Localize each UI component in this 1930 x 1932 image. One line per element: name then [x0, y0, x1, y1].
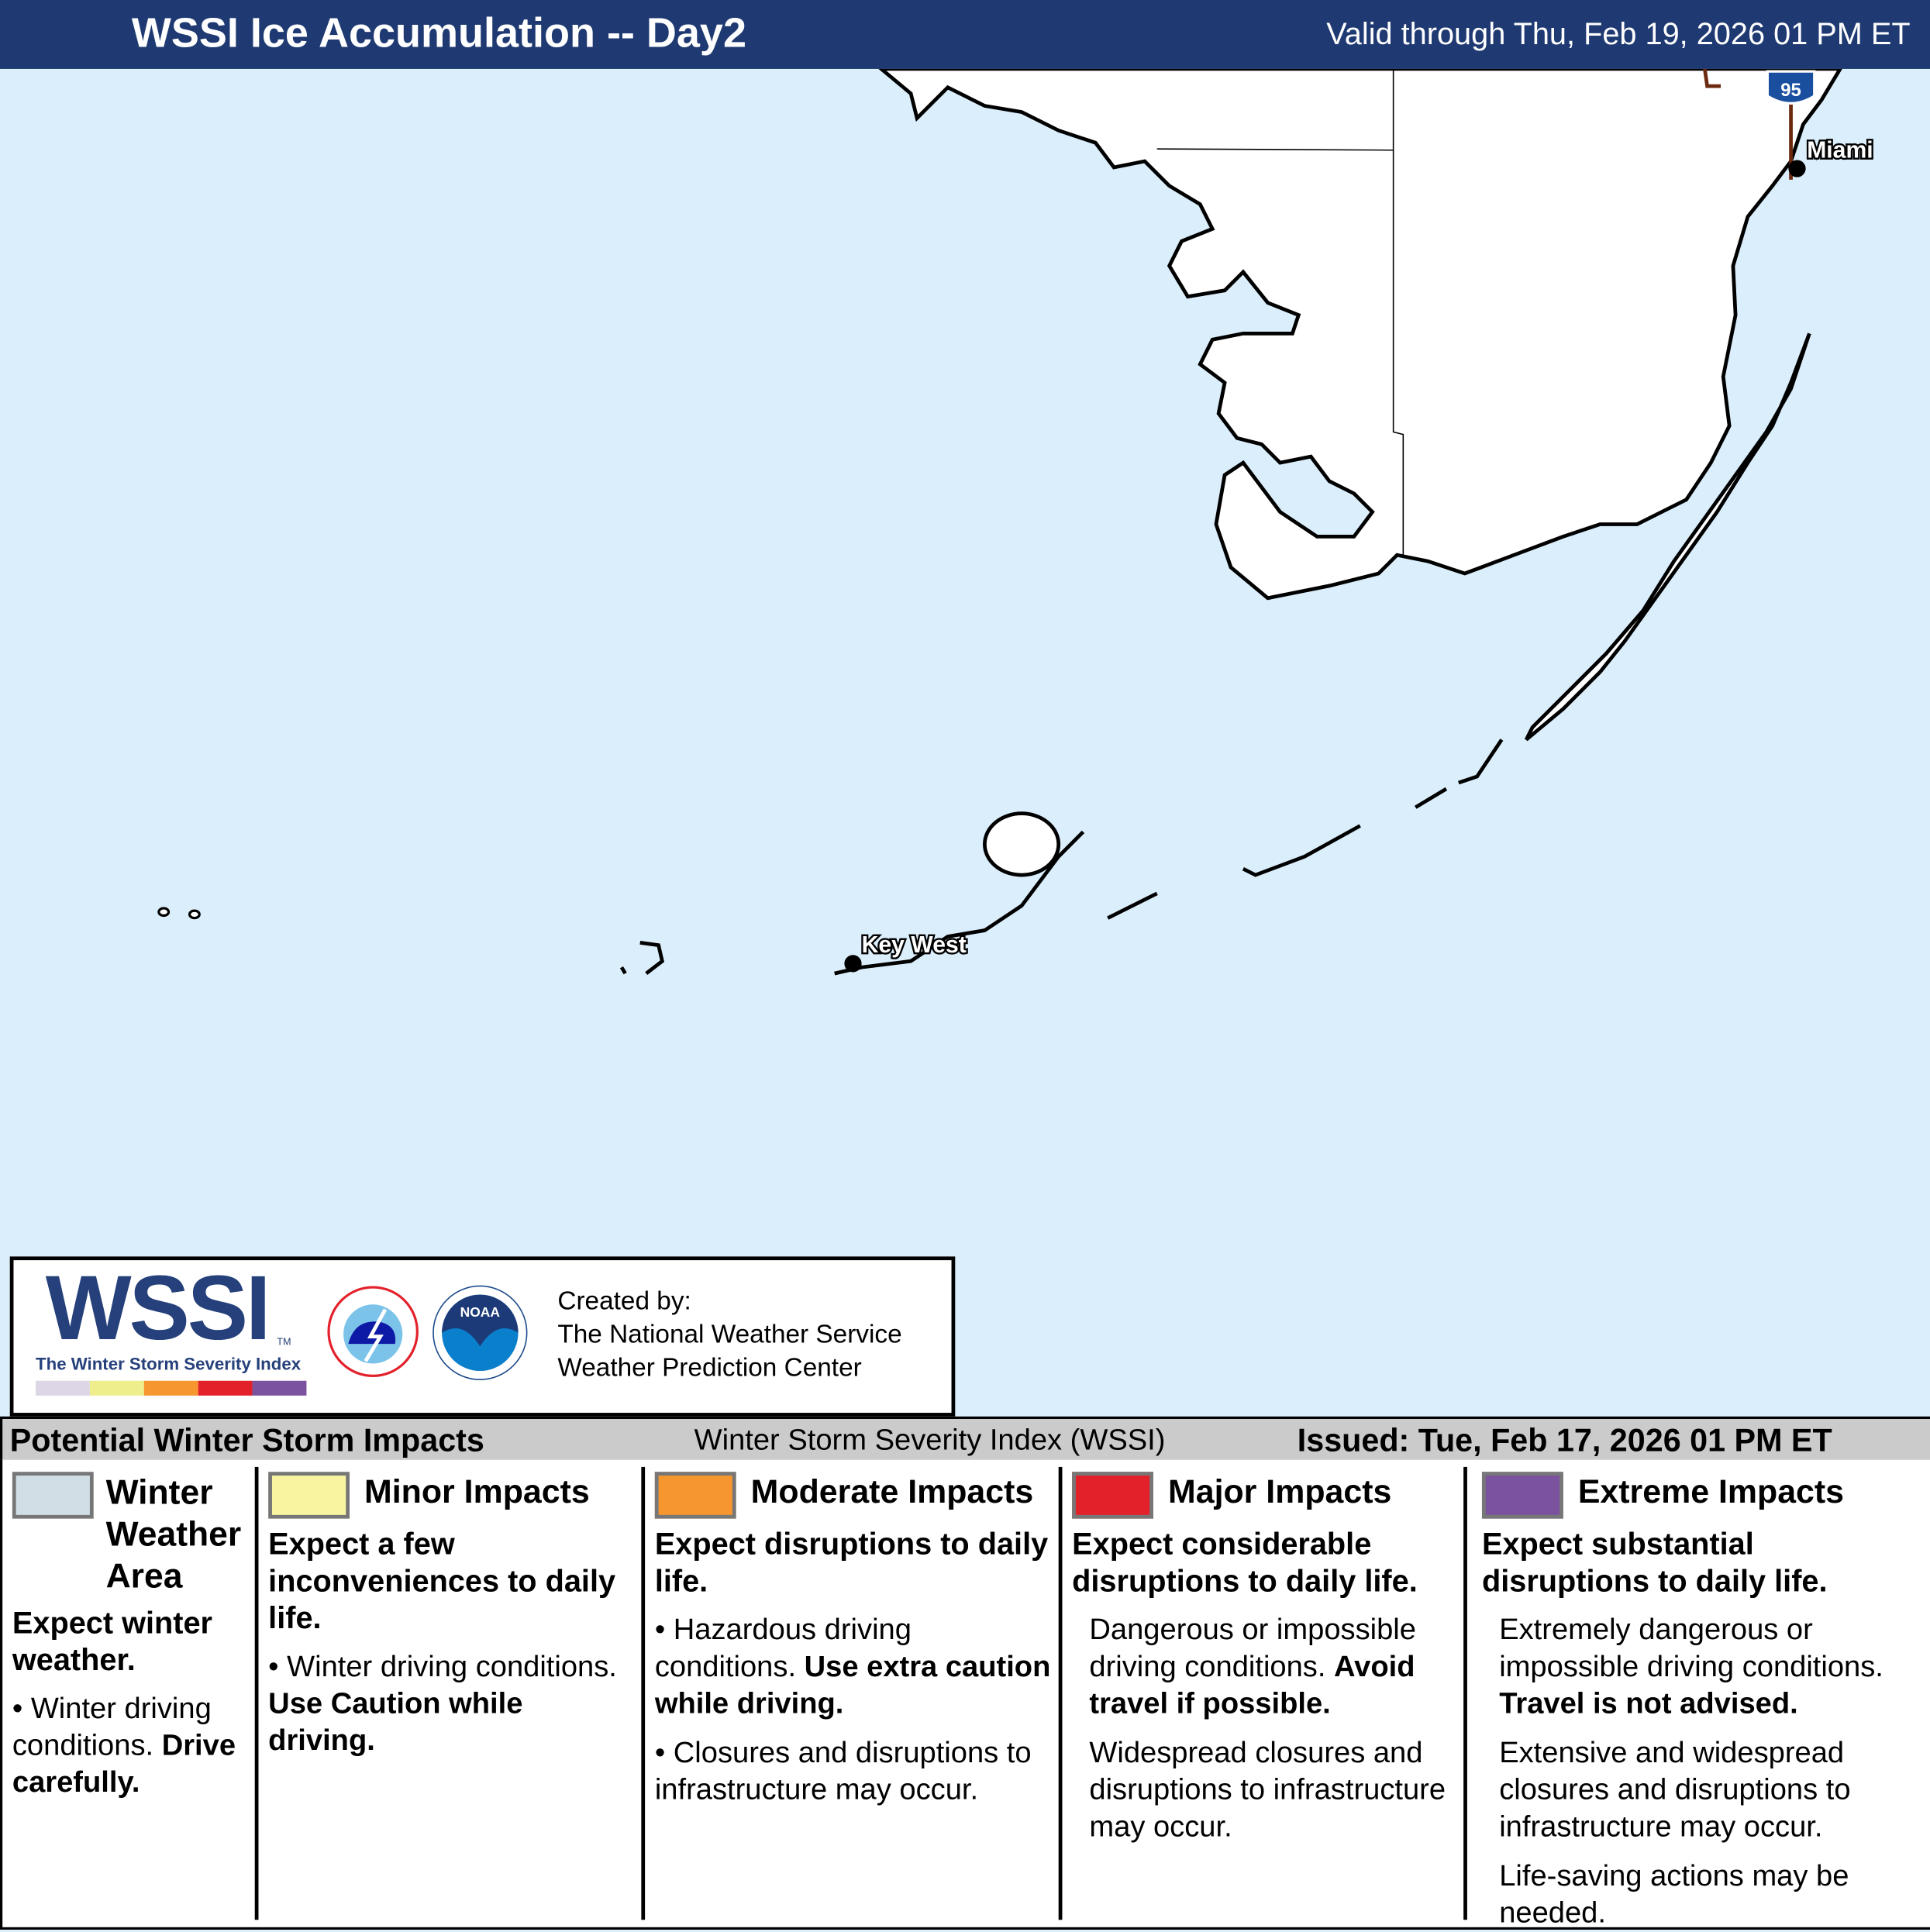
map-title: WSSI Ice Accumulation -- Day2 — [131, 9, 747, 57]
impacts-title-bar: Potential Winter Storm Impacts Winter St… — [0, 1416, 1930, 1462]
divider — [1463, 1466, 1467, 1920]
divider — [641, 1466, 646, 1920]
legend-detail-3: Life-saving actions may be needed. — [1499, 1859, 1849, 1930]
legend-summary: Expect a few inconveniences to daily lif… — [268, 1527, 616, 1636]
legend-header: Moderate Impacts — [654, 1472, 1055, 1519]
legend-summary: Expect disruptions to daily life. — [654, 1527, 1049, 1599]
legend-detail: Extremely dangerous or impossible drivin… — [1499, 1613, 1883, 1721]
island — [188, 909, 201, 920]
legend-header: Major Impacts — [1072, 1472, 1460, 1519]
color-swatch — [268, 1472, 350, 1519]
legend-title: Moderate Impacts — [750, 1472, 1034, 1510]
legend-detail: • Winter driving conditions. Use Caution… — [268, 1650, 617, 1758]
org-nws: The National Weather Service — [557, 1320, 902, 1349]
legend-minor-impacts: Minor Impacts Expect a few inconvenience… — [268, 1459, 637, 1924]
nws-logo-icon — [327, 1286, 419, 1377]
credits-box: WSSI TM The Winter Storm Severity Index … — [9, 1256, 956, 1417]
impacts-title: Potential Winter Storm Impacts — [9, 1421, 484, 1458]
legend-header: Winter Weather Area — [12, 1472, 253, 1597]
color-swatch — [1072, 1472, 1153, 1519]
county-line — [1156, 68, 1404, 556]
svg-text:NOAA: NOAA — [460, 1304, 501, 1320]
valid-time: Valid through Thu, Feb 19, 2026 01 PM ET — [1326, 17, 1911, 52]
legend-header: Minor Impacts — [268, 1472, 637, 1519]
org-wpc: Weather Prediction Center — [557, 1353, 862, 1383]
mainland-florida — [878, 68, 1842, 601]
index-name: Winter Storm Severity Index (WSSI) — [694, 1424, 1166, 1458]
city-label-miami: Miami — [1807, 137, 1873, 163]
header: WSSI Ice Accumulation -- Day2 Valid thro… — [0, 0, 1930, 69]
key-west-marker — [844, 955, 862, 973]
wssi-subtitle: The Winter Storm Severity Index — [36, 1353, 302, 1374]
i95-shield-icon: 95 — [1766, 70, 1816, 105]
legend-header: Extreme Impacts — [1481, 1472, 1928, 1519]
noaa-logo-icon: NOAA — [433, 1285, 528, 1380]
legend-title: Minor Impacts — [364, 1472, 590, 1510]
legend-major-impacts: Major Impacts Expect considerable disrup… — [1072, 1459, 1460, 1924]
legend-extreme-impacts: Extreme Impacts Expect substantial disru… — [1481, 1459, 1928, 1930]
wssi-color-bar — [36, 1380, 307, 1396]
legend-summary: Expect substantial disruptions to daily … — [1481, 1527, 1828, 1599]
legend-title: Extreme Impacts — [1577, 1472, 1845, 1510]
color-swatch — [654, 1472, 736, 1519]
trademark: TM — [277, 1336, 291, 1348]
issued-time: Issued: Tue, Feb 17, 2026 01 PM ET — [1297, 1421, 1832, 1458]
legend-detail: • Winter driving conditions. Drive caref… — [12, 1692, 236, 1799]
created-by-text: Created by: The National Weather Service… — [557, 1285, 901, 1385]
legend-detail-2: Widespread closures and disruptions to i… — [1089, 1736, 1446, 1844]
miami-marker — [1788, 160, 1806, 177]
island — [157, 907, 171, 918]
map[interactable]: 95 Miami Key West — [0, 68, 1930, 1417]
middle-keys — [834, 739, 1504, 976]
divider — [254, 1466, 259, 1920]
legend-detail-2: • Closures and disruptions to infrastruc… — [654, 1736, 1032, 1807]
marquesas-keys — [619, 941, 665, 976]
created-by-label: Created by: — [557, 1287, 691, 1316]
divider — [1058, 1466, 1063, 1920]
legend-detail-2: Extensive and widespread closures and di… — [1499, 1736, 1851, 1844]
legend-title: Major Impacts — [1168, 1472, 1392, 1510]
legend-detail: • Hazardous driving conditions. Use extr… — [654, 1613, 1051, 1721]
legend-detail: Dangerous or impossible driving conditio… — [1089, 1613, 1416, 1721]
color-swatch — [12, 1472, 94, 1519]
island — [983, 811, 1061, 877]
svg-text:95: 95 — [1780, 80, 1801, 101]
legend-summary: Expect considerable disruptions to daily… — [1072, 1527, 1418, 1599]
wssi-logo: WSSI — [45, 1256, 271, 1359]
impact-legend: Winter Weather Area Expect winter weathe… — [0, 1459, 1930, 1930]
city-label-key-west: Key West — [862, 932, 967, 958]
florida-keys — [1525, 332, 1811, 742]
legend-winter-weather-area: Winter Weather Area Expect winter weathe… — [12, 1459, 253, 1924]
legend-summary: Expect winter weather. — [12, 1606, 213, 1678]
legend-title: Winter Weather Area — [105, 1472, 242, 1596]
legend-moderate-impacts: Moderate Impacts Expect disruptions to d… — [654, 1459, 1055, 1924]
color-swatch — [1481, 1472, 1563, 1519]
